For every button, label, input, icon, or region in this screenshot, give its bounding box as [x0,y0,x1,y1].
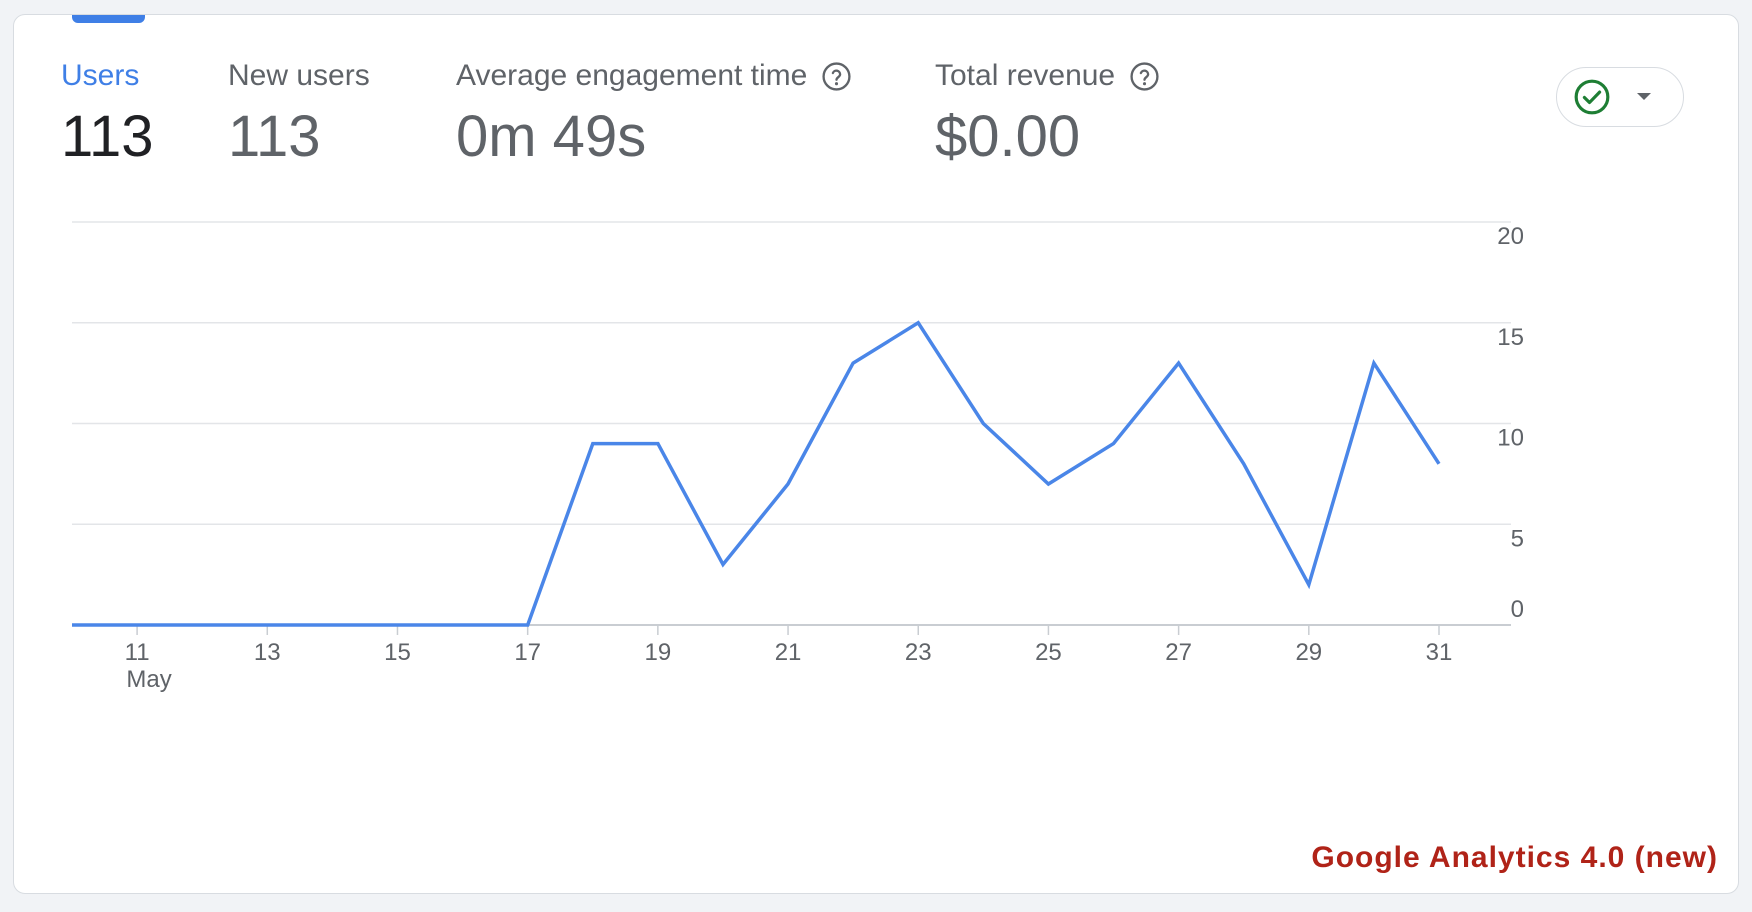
series-line [72,320,1441,627]
metric-users-value: 113 [61,104,154,169]
x-tick-label: 21 [775,639,802,666]
x-tick-label: 27 [1165,639,1192,666]
x-tick-label: 15 [384,639,411,666]
users-line-chart: 0 5 10 15 20 11 13 15 17 19 21 23 25 27 29 31 May [71,221,1524,693]
y-tick-label: 20 [1497,223,1524,250]
metric-avg-engagement-value: 0m 49s [456,104,647,169]
users-overview-card: Users 113 New users 113 Average engageme… [13,14,1739,894]
y-tick-label: 0 [1511,596,1524,623]
metric-avg-engagement-label: Average engagement time [456,59,852,93]
x-tick-label: 29 [1295,639,1322,666]
x-tick-label: 13 [254,639,281,666]
x-month-label: May [126,666,171,693]
y-tick-label: 5 [1511,525,1524,552]
metric-total-revenue[interactable]: Total revenue $0.00 [935,59,1160,170]
metric-users-label: Users [61,59,140,92]
help-icon[interactable] [821,61,852,92]
x-tick-label: 25 [1035,639,1062,666]
metric-new-users-value: 113 [228,104,321,169]
metric-avg-engagement[interactable]: Average engagement time 0m 49s [456,59,852,170]
metric-users[interactable]: Users 113 [61,59,153,170]
help-icon[interactable] [1129,61,1160,92]
metric-total-revenue-label: Total revenue [935,59,1160,93]
x-tick-label: 17 [514,639,541,666]
x-tick-label: 11 [125,639,150,666]
metric-total-revenue-value: $0.00 [935,104,1081,169]
watermark-text: Google Analytics 4.0 (new) [1311,841,1718,874]
x-tick-label: 19 [645,639,672,666]
metric-new-users-label: New users [228,59,370,92]
y-tick-label: 10 [1497,425,1524,452]
y-tick-label: 15 [1497,324,1524,351]
check-circle-icon [1574,79,1610,115]
caret-down-icon [1637,93,1651,100]
metric-new-users[interactable]: New users 113 [228,59,370,170]
compare-dropdown-button[interactable] [1556,67,1684,127]
x-tick-label: 31 [1426,639,1453,666]
active-tab-indicator [72,15,145,23]
x-tick-label: 23 [905,639,932,666]
